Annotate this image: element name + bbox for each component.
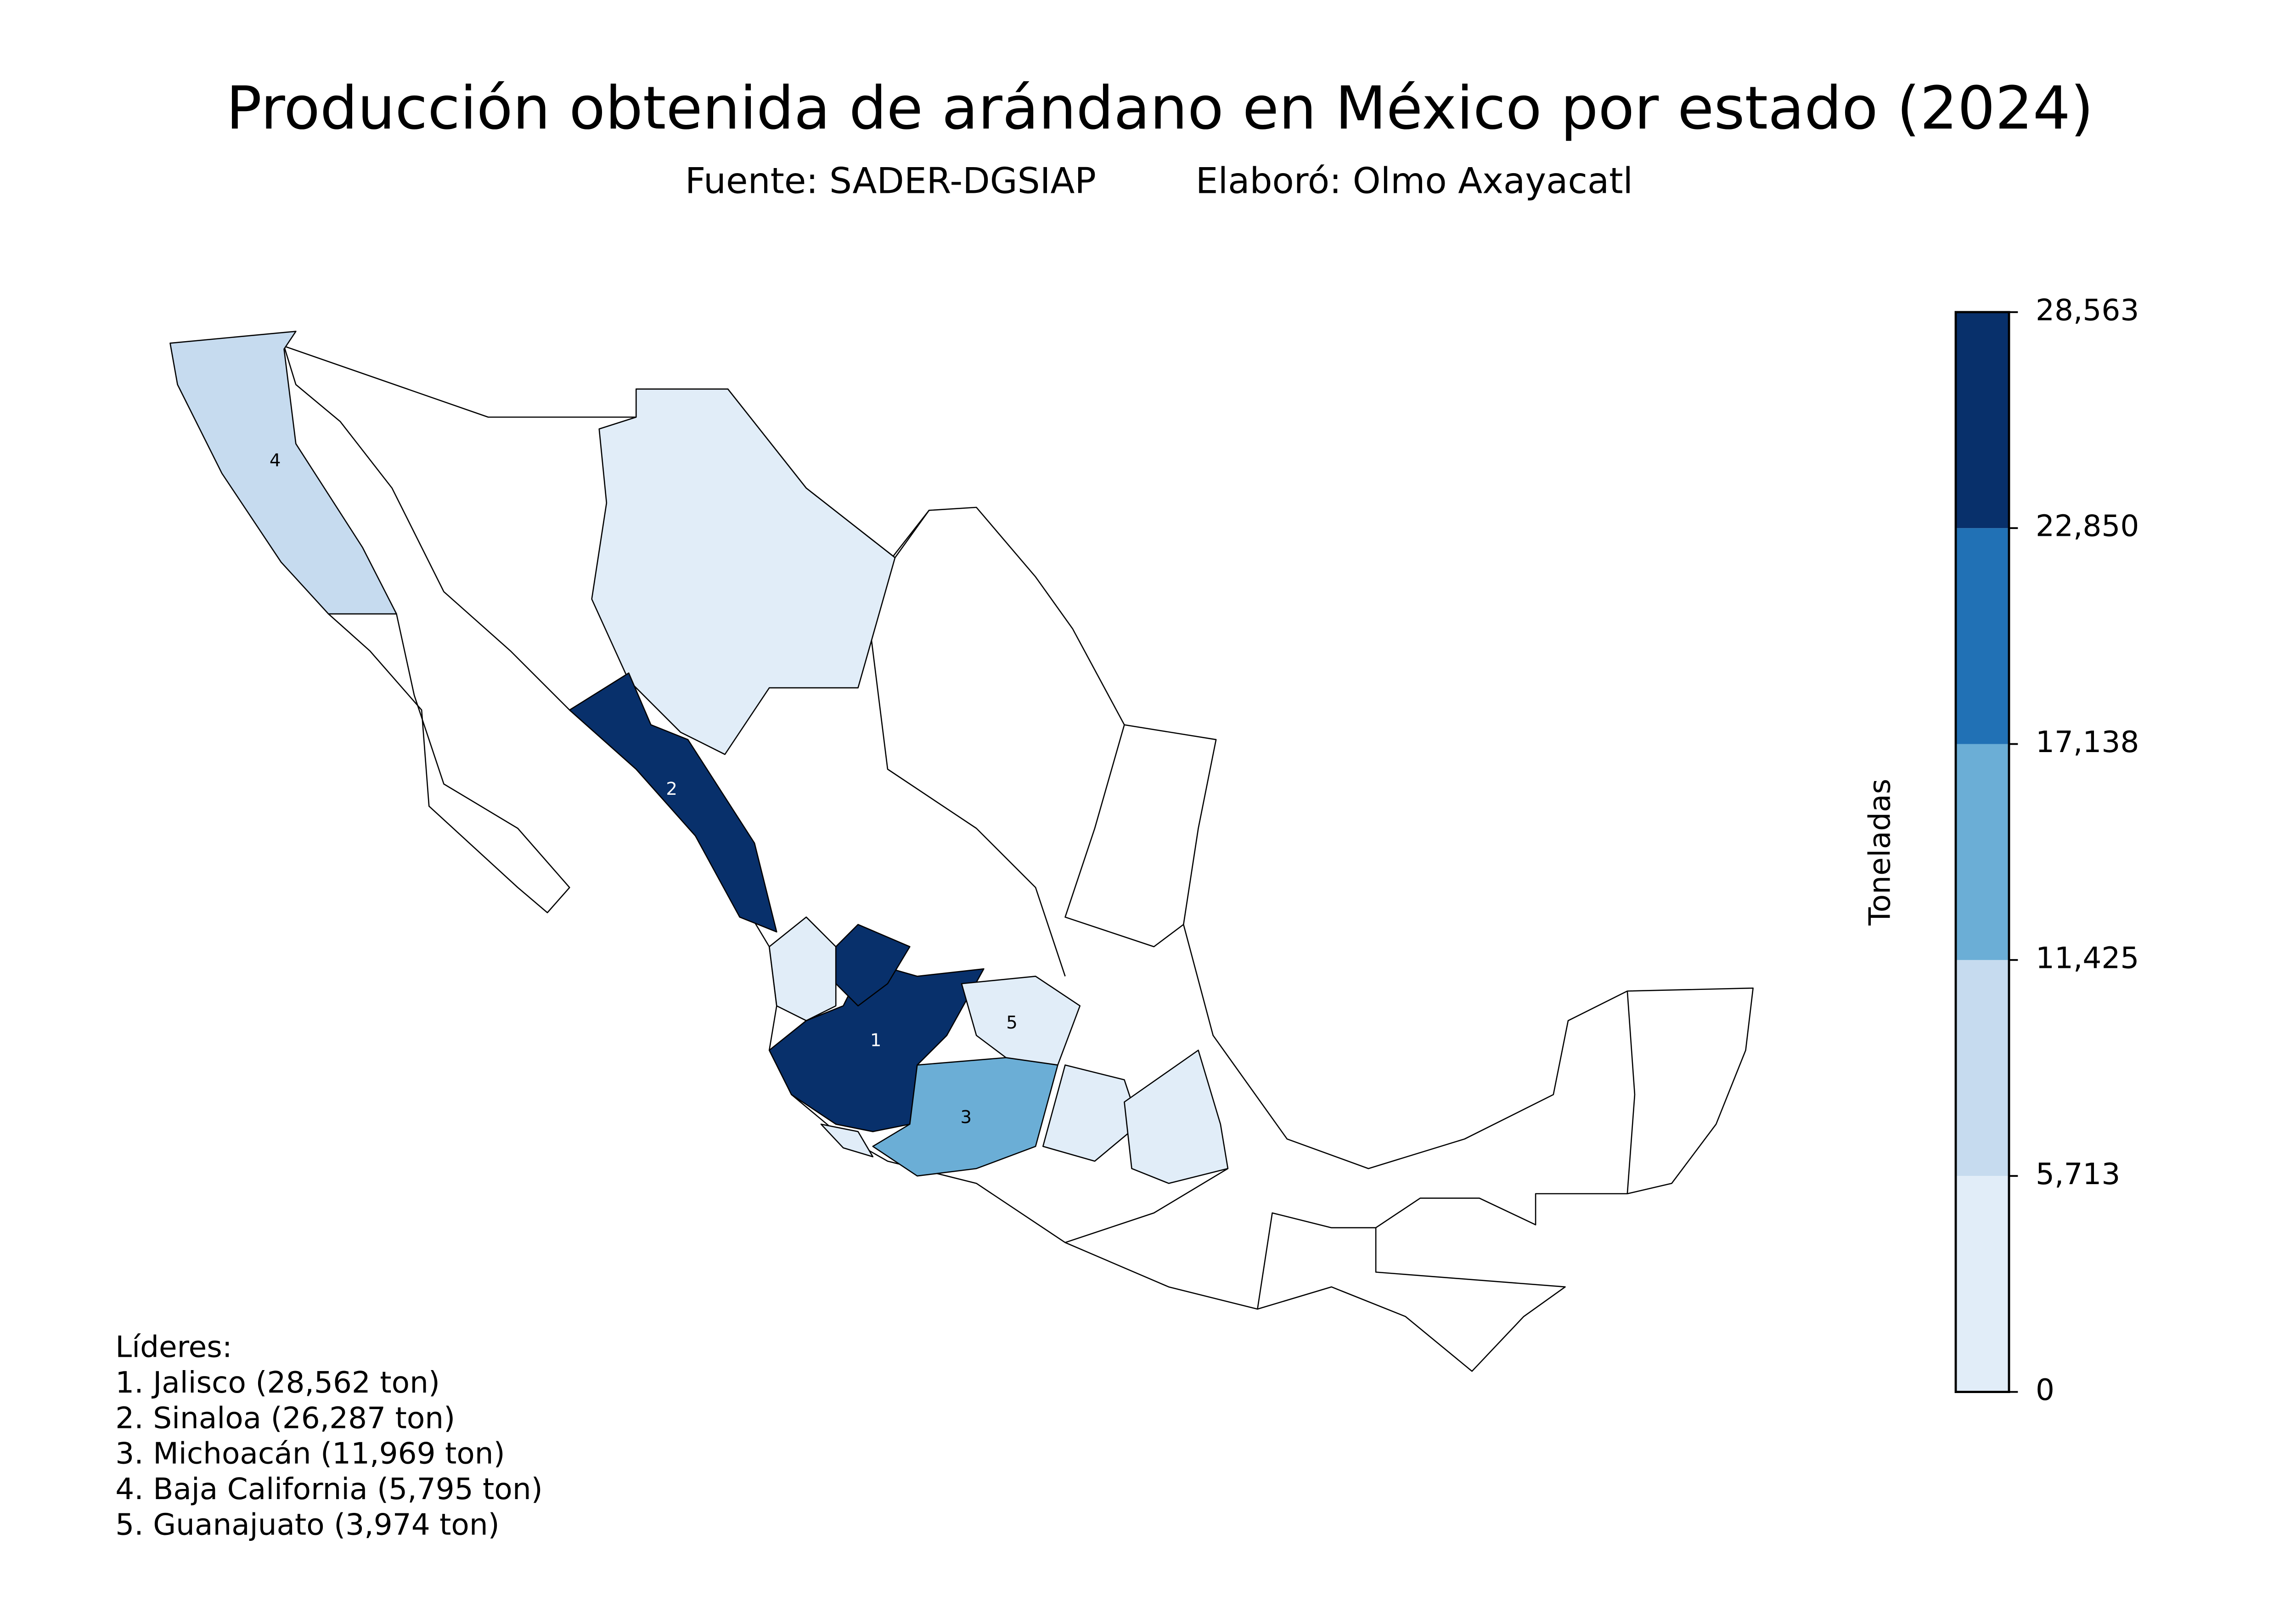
colorbar-tick-label: 28,563 — [2036, 293, 2139, 327]
state-leader — [569, 672, 777, 933]
state-borders — [1064, 725, 1184, 948]
colorbar-tick-label: 11,425 — [2036, 941, 2139, 975]
colorbar-tick-label: 17,138 — [2036, 725, 2139, 759]
state-borders — [1257, 1212, 1376, 1309]
state — [1124, 1050, 1229, 1184]
colorbar: 0 5,713 11,425 17,138 22,850 28,563 — [1954, 293, 2139, 1407]
map-marker: 2 — [666, 779, 677, 799]
map-marker: 3 — [960, 1107, 972, 1128]
map-marker: 4 — [270, 450, 281, 471]
colorbar-tick-label: 22,850 — [2036, 509, 2139, 544]
state-borders — [1065, 1168, 1228, 1243]
baja-california-sur — [327, 613, 570, 914]
state-leader — [768, 961, 985, 1132]
colorbar-bin — [1956, 744, 2009, 960]
colorbar-label: Toneladas — [1863, 779, 1897, 926]
leader-entry: 5. Guanajuato (3,974 ton) — [115, 1507, 500, 1542]
state — [820, 1124, 874, 1157]
state-leader — [835, 924, 911, 1007]
state — [768, 916, 837, 1022]
colorbar-bin — [1956, 528, 2009, 744]
subtitle-source: Fuente: SADER-DGSIAP — [685, 160, 1096, 202]
leaders-heading: Líderes: — [115, 1330, 232, 1365]
state-borders — [1626, 991, 1636, 1194]
leader-entry: 3. Michoacán (11,969 ton) — [115, 1437, 505, 1471]
leader-entry: 2. Sinaloa (26,287 ton) — [115, 1401, 455, 1435]
colorbar-bin — [1956, 312, 2009, 528]
leader-entry: 4. Baja California (5,795 ton) — [115, 1472, 543, 1506]
map-marker: 5 — [1006, 1012, 1018, 1033]
colorbar-tick-label: 0 — [2036, 1373, 2054, 1407]
colorbar-frame — [1954, 311, 2010, 1393]
colorbar-tick-label: 5,713 — [2036, 1157, 2120, 1191]
colorbar-bin — [1956, 1176, 2009, 1392]
map-marker: 1 — [870, 1030, 882, 1051]
subtitle-author: Elaboró: Olmo Axayacatl — [1196, 160, 1633, 202]
states — [169, 331, 1229, 1184]
title: Producción obtenida de arándano en Méxic… — [226, 74, 2093, 143]
state-leader — [961, 975, 1081, 1066]
state-leader — [169, 331, 397, 615]
colorbar-bin — [1956, 960, 2009, 1176]
state — [591, 388, 896, 755]
leader-entry: 1. Jalisco (28,562 ton) — [115, 1365, 440, 1400]
